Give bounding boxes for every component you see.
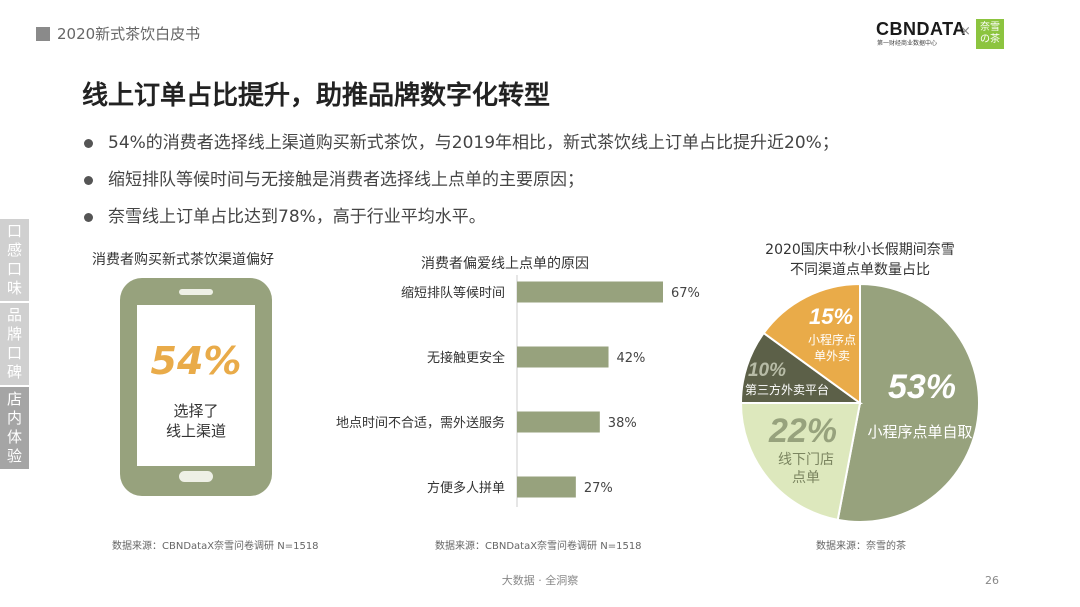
chart1-title: 消费者购买新式茶饮渠道偏好 xyxy=(92,252,274,268)
bar-0 xyxy=(517,281,663,303)
cbndata-logo: CBNDATA xyxy=(876,19,966,39)
side-tab-char: 体 xyxy=(6,428,22,446)
side-tab-char: 口 xyxy=(6,344,22,362)
bar-category-label: 方便多人拼单 xyxy=(427,480,505,496)
side-tabs: 口 感 口 味 品 牌 口 碑 店 内 体 验 xyxy=(0,219,29,471)
report-title: 2020新式茶饮白皮书 xyxy=(57,25,201,43)
bullet-dot-icon xyxy=(84,176,93,185)
bar-value-label: 38% xyxy=(608,416,637,431)
bullet-dot-icon xyxy=(84,139,93,148)
chart3-title-line2: 不同渠道点单数量占比 xyxy=(790,262,930,278)
chart2-title: 消费者偏爱线上点单的原因 xyxy=(421,256,589,272)
chart2-source: 数据来源：CBNDataX奈雪问卷调研 N=1518 xyxy=(435,541,642,552)
pie-slice-label: 线下门店 xyxy=(778,452,834,468)
online-share-line2: 线上渠道 xyxy=(165,422,226,440)
chart3-title-line1: 2020国庆中秋小长假期间奈雪 xyxy=(765,242,955,258)
bar-category-label: 地点时间不合适，需外送服务 xyxy=(336,415,505,431)
bullet-list: 54%的消费者选择线上渠道购买新式茶饮，与2019年相比，新式茶饮线上订单占比提… xyxy=(82,133,839,244)
pie-slice-label: 点单 xyxy=(792,470,820,486)
bullet-item: 奈雪线上订单占比达到78%，高于行业平均水平。 xyxy=(82,207,839,227)
bar-category-label: 缩短排队等候时间 xyxy=(401,285,505,301)
bar-value-label: 67% xyxy=(671,286,700,301)
side-tab-char: 店 xyxy=(6,390,22,408)
bar-value-label: 27% xyxy=(584,481,613,496)
chart3-source: 数据来源：奈雪的茶 xyxy=(816,541,906,552)
pie-slice-0 xyxy=(836,282,980,523)
chart3-title: 2020国庆中秋小长假期间奈雪 不同渠道点单数量占比 xyxy=(748,240,972,280)
pie-value-label: 22% xyxy=(768,412,837,450)
side-tab-char: 口 xyxy=(6,222,22,240)
naixue-logo: 奈雪の茶 xyxy=(976,19,1004,49)
pie-slice-1 xyxy=(739,402,862,522)
phone-screen: 54% 选择了 线上渠道 xyxy=(137,305,255,466)
chart1-source: 数据来源：CBNDataX奈雪问卷调研 N=1518 xyxy=(112,541,319,552)
bar-3 xyxy=(517,476,576,498)
side-tab-char: 内 xyxy=(6,409,22,427)
side-tab-char: 口 xyxy=(6,260,22,278)
side-tab-store[interactable]: 店 内 体 验 xyxy=(0,387,29,469)
phone-home-button xyxy=(179,471,213,482)
page-number: 26 xyxy=(985,574,999,587)
side-tab-char: 牌 xyxy=(6,325,22,343)
side-tab-taste[interactable]: 口 感 口 味 xyxy=(0,219,29,301)
side-tab-char: 验 xyxy=(6,447,22,465)
pie-slice-label: 第三方外卖平台 xyxy=(745,382,829,397)
bullet-dot-icon xyxy=(84,213,93,222)
pie-slice-3 xyxy=(762,282,861,405)
pie-slice-2 xyxy=(739,331,864,404)
side-tab-brand[interactable]: 品 牌 口 碑 xyxy=(0,303,29,385)
phone-speaker xyxy=(179,289,213,295)
logo-times-sign: × xyxy=(960,24,971,39)
bullet-text: 缩短排队等候时间与无接触是消费者选择线上点单的主要原因； xyxy=(108,170,584,190)
side-tab-char: 碑 xyxy=(6,363,22,381)
bullet-item: 54%的消费者选择线上渠道购买新式茶饮，与2019年相比，新式茶饮线上订单占比提… xyxy=(82,133,839,153)
pie-slice-label: 单外卖 xyxy=(814,349,850,363)
pie-slice-label: 小程序点 xyxy=(808,332,856,347)
bullet-text: 奈雪线上订单占比达到78%，高于行业平均水平。 xyxy=(108,207,486,227)
online-share-label: 选择了 线上渠道 xyxy=(137,401,255,441)
page-title: 线上订单占比提升，助推品牌数字化转型 xyxy=(82,81,551,111)
bar-category-label: 无接触更安全 xyxy=(427,350,505,366)
side-tab-char: 感 xyxy=(6,241,22,259)
side-tab-char: 味 xyxy=(6,279,22,297)
bar-value-label: 42% xyxy=(617,351,646,366)
footer-slogan: 大数据 · 全洞察 xyxy=(501,574,579,587)
online-share-line1: 选择了 xyxy=(173,402,219,420)
smartphone-icon: 54% 选择了 线上渠道 xyxy=(120,278,272,496)
side-tab-char: 品 xyxy=(6,306,22,324)
cbndata-logo-subtitle: 第一财经商业数据中心 xyxy=(877,40,938,47)
pie-slice-label: 小程序点单自取 xyxy=(867,423,972,441)
pie-value-label: 10% xyxy=(748,360,786,381)
online-share-value: 54% xyxy=(150,339,242,383)
bar-2 xyxy=(517,411,600,433)
pie-value-label: 15% xyxy=(809,304,853,329)
bullet-item: 缩短排队等候时间与无接触是消费者选择线上点单的主要原因； xyxy=(82,170,839,190)
bar-1 xyxy=(517,346,609,368)
header-square-icon xyxy=(36,27,50,41)
pie-value-label: 53% xyxy=(888,368,956,406)
bullet-text: 54%的消费者选择线上渠道购买新式茶饮，与2019年相比，新式茶饮线上订单占比提… xyxy=(108,133,839,153)
